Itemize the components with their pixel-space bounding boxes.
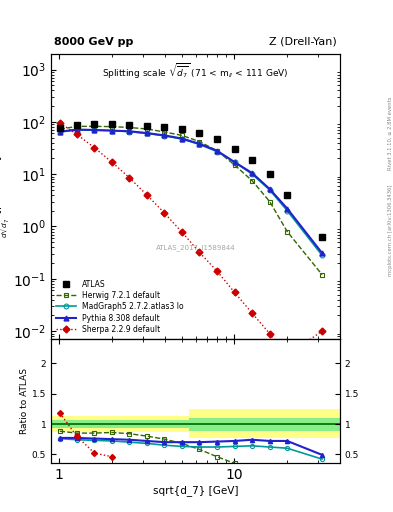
Herwig 7.2.1 default bbox=[285, 228, 290, 234]
MadGraph5 2.7.2.atlas3 lo bbox=[267, 187, 272, 193]
Legend: ATLAS, Herwig 7.2.1 default, MadGraph5 2.7.2.atlas3 lo, Pythia 8.308 default, Sh: ATLAS, Herwig 7.2.1 default, MadGraph5 2… bbox=[55, 278, 185, 335]
ATLAS bbox=[110, 121, 114, 127]
MadGraph5 2.7.2.atlas3 lo bbox=[57, 129, 62, 135]
ATLAS bbox=[127, 122, 132, 128]
ATLAS bbox=[180, 126, 184, 133]
Sherpa 2.2.9 default bbox=[232, 289, 237, 295]
ATLAS bbox=[215, 136, 219, 142]
ATLAS bbox=[92, 121, 97, 127]
Sherpa 2.2.9 default bbox=[162, 210, 167, 216]
Text: Rivet 3.1.10, ≥ 2.8M events: Rivet 3.1.10, ≥ 2.8M events bbox=[388, 96, 393, 170]
Herwig 7.2.1 default bbox=[162, 129, 167, 135]
Herwig 7.2.1 default bbox=[250, 178, 255, 184]
Herwig 7.2.1 default bbox=[197, 138, 202, 144]
Pythia 8.308 default bbox=[57, 129, 62, 135]
Pythia 8.308 default bbox=[180, 136, 184, 142]
MadGraph5 2.7.2.atlas3 lo bbox=[127, 129, 132, 135]
ATLAS bbox=[232, 146, 237, 152]
Sherpa 2.2.9 default bbox=[285, 352, 290, 358]
Herwig 7.2.1 default bbox=[110, 123, 114, 130]
Line: Pythia 8.308 default: Pythia 8.308 default bbox=[57, 127, 325, 255]
ATLAS bbox=[197, 131, 202, 137]
Sherpa 2.2.9 default bbox=[215, 268, 219, 274]
MadGraph5 2.7.2.atlas3 lo bbox=[320, 252, 325, 259]
Text: 8000 GeV pp: 8000 GeV pp bbox=[54, 37, 133, 47]
MadGraph5 2.7.2.atlas3 lo bbox=[145, 131, 149, 137]
Sherpa 2.2.9 default bbox=[250, 310, 255, 316]
ATLAS bbox=[267, 171, 272, 177]
Y-axis label: Ratio to ATLAS: Ratio to ATLAS bbox=[20, 368, 29, 434]
Sherpa 2.2.9 default bbox=[267, 330, 272, 336]
MadGraph5 2.7.2.atlas3 lo bbox=[215, 148, 219, 155]
MadGraph5 2.7.2.atlas3 lo bbox=[180, 136, 184, 142]
Herwig 7.2.1 default bbox=[232, 162, 237, 168]
Herwig 7.2.1 default bbox=[127, 124, 132, 131]
ATLAS bbox=[162, 124, 167, 130]
Herwig 7.2.1 default bbox=[57, 126, 62, 133]
Pythia 8.308 default bbox=[92, 127, 97, 133]
ATLAS bbox=[74, 122, 79, 128]
ATLAS bbox=[320, 234, 325, 241]
ATLAS bbox=[285, 192, 290, 198]
Pythia 8.308 default bbox=[320, 250, 325, 256]
MadGraph5 2.7.2.atlas3 lo bbox=[232, 159, 237, 165]
Pythia 8.308 default bbox=[232, 159, 237, 165]
Text: ATLAS_2017_I1589844: ATLAS_2017_I1589844 bbox=[156, 245, 235, 251]
Sherpa 2.2.9 default bbox=[110, 159, 114, 165]
MadGraph5 2.7.2.atlas3 lo bbox=[92, 127, 97, 133]
ATLAS bbox=[145, 122, 149, 129]
Sherpa 2.2.9 default bbox=[74, 131, 79, 137]
Pythia 8.308 default bbox=[162, 132, 167, 138]
Sherpa 2.2.9 default bbox=[145, 192, 149, 198]
MadGraph5 2.7.2.atlas3 lo bbox=[197, 141, 202, 147]
Pythia 8.308 default bbox=[145, 130, 149, 136]
MadGraph5 2.7.2.atlas3 lo bbox=[285, 208, 290, 214]
Line: Sherpa 2.2.9 default: Sherpa 2.2.9 default bbox=[57, 120, 325, 357]
Herwig 7.2.1 default bbox=[145, 126, 149, 132]
Line: MadGraph5 2.7.2.atlas3 lo: MadGraph5 2.7.2.atlas3 lo bbox=[57, 127, 325, 258]
Pythia 8.308 default bbox=[127, 128, 132, 134]
X-axis label: sqrt{d_7} [GeV]: sqrt{d_7} [GeV] bbox=[153, 485, 238, 496]
Sherpa 2.2.9 default bbox=[197, 249, 202, 255]
Sherpa 2.2.9 default bbox=[127, 175, 132, 181]
Sherpa 2.2.9 default bbox=[180, 229, 184, 235]
ATLAS bbox=[250, 157, 255, 163]
MadGraph5 2.7.2.atlas3 lo bbox=[162, 133, 167, 139]
Sherpa 2.2.9 default bbox=[320, 328, 325, 334]
Herwig 7.2.1 default bbox=[320, 271, 325, 278]
Pythia 8.308 default bbox=[267, 186, 272, 192]
Text: Z (Drell-Yan): Z (Drell-Yan) bbox=[269, 37, 337, 47]
Herwig 7.2.1 default bbox=[92, 123, 97, 130]
Line: ATLAS: ATLAS bbox=[57, 121, 325, 241]
Herwig 7.2.1 default bbox=[180, 132, 184, 138]
Herwig 7.2.1 default bbox=[74, 123, 79, 130]
Text: Splitting scale $\sqrt{\overline{d_7}}$ (71 < m$_{ll}$ < 111 GeV): Splitting scale $\sqrt{\overline{d_7}}$ … bbox=[102, 62, 289, 81]
Pythia 8.308 default bbox=[110, 127, 114, 134]
ATLAS bbox=[57, 125, 62, 131]
Herwig 7.2.1 default bbox=[215, 147, 219, 154]
Sherpa 2.2.9 default bbox=[57, 120, 62, 126]
Pythia 8.308 default bbox=[74, 126, 79, 133]
Pythia 8.308 default bbox=[215, 147, 219, 154]
Pythia 8.308 default bbox=[197, 141, 202, 147]
Pythia 8.308 default bbox=[250, 170, 255, 176]
Herwig 7.2.1 default bbox=[267, 199, 272, 205]
Line: Herwig 7.2.1 default: Herwig 7.2.1 default bbox=[57, 124, 325, 277]
MadGraph5 2.7.2.atlas3 lo bbox=[74, 127, 79, 133]
MadGraph5 2.7.2.atlas3 lo bbox=[250, 171, 255, 177]
Sherpa 2.2.9 default bbox=[92, 145, 97, 151]
Pythia 8.308 default bbox=[285, 205, 290, 211]
Text: mcplots.cern.ch [arXiv:1306.3436]: mcplots.cern.ch [arXiv:1306.3436] bbox=[388, 185, 393, 276]
MadGraph5 2.7.2.atlas3 lo bbox=[110, 127, 114, 134]
Y-axis label: $\frac{d\sigma}{d\sqrt{d_7}}$ [pb,GeV$^{-1}$]: $\frac{d\sigma}{d\sqrt{d_7}}$ [pb,GeV$^{… bbox=[0, 155, 12, 238]
